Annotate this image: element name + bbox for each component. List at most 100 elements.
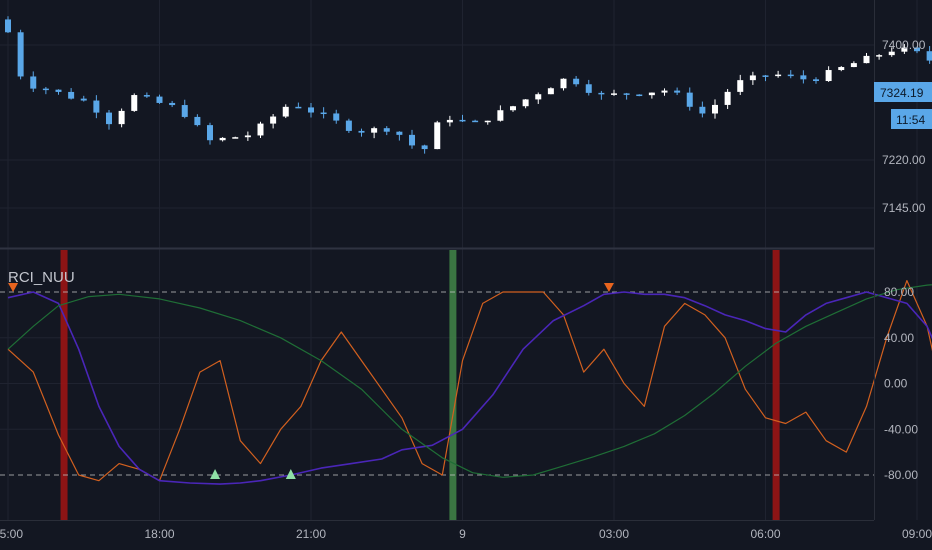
candle-body — [270, 116, 277, 124]
candle — [611, 89, 617, 96]
candle — [724, 89, 731, 109]
candle-body — [636, 94, 643, 97]
candle — [459, 114, 466, 123]
indicator-tick-label: 40.00 — [884, 331, 914, 345]
candle — [472, 119, 479, 123]
sell-signal-bar — [772, 250, 780, 520]
candle — [156, 94, 163, 104]
candle — [320, 107, 327, 119]
candle — [345, 118, 352, 133]
price-tick-label: 7220.00 — [882, 153, 926, 167]
candle — [93, 95, 100, 119]
candle — [737, 74, 744, 96]
candle-body — [850, 63, 857, 68]
time-tick-label: 03:00 — [599, 527, 629, 541]
candle — [30, 71, 37, 92]
candle — [232, 136, 239, 139]
indicator-title[interactable]: RCI_NUU — [8, 269, 75, 286]
candle — [207, 122, 213, 145]
candle-body — [295, 106, 302, 109]
candle-body — [358, 130, 365, 133]
candle — [636, 94, 643, 97]
candle — [661, 88, 668, 96]
candle-body — [484, 120, 491, 123]
candle-body — [825, 70, 832, 82]
candle-body — [674, 90, 681, 93]
candle — [598, 90, 605, 100]
indicator-axis[interactable]: 80.00 40.00 0.00 -40.00 -80.00 — [884, 285, 918, 482]
candle — [762, 74, 769, 82]
candle — [446, 115, 453, 127]
candle — [535, 92, 542, 104]
candle — [522, 99, 529, 109]
candle-body — [598, 92, 605, 95]
candle — [775, 70, 782, 78]
candle-body — [143, 95, 150, 97]
candle-body — [333, 113, 340, 121]
indicator-tick-label: -80.00 — [884, 468, 918, 482]
candle-body — [535, 94, 542, 100]
candle — [850, 61, 857, 68]
candle — [308, 102, 314, 118]
candle-body — [459, 119, 466, 122]
price-tick-label: 7145.00 — [882, 201, 926, 215]
candle-body — [421, 145, 428, 150]
candle-body — [813, 79, 819, 82]
candle-body — [914, 47, 920, 52]
candle-body — [68, 91, 75, 99]
candle — [648, 92, 655, 99]
candle — [926, 46, 932, 64]
candle-body — [762, 75, 769, 77]
candle-body — [800, 75, 807, 80]
price-axis[interactable]: 7400.00 7220.00 7145.00 — [882, 38, 926, 215]
candle-body — [244, 135, 251, 138]
countdown-text: 11:54 — [896, 113, 925, 127]
time-axis[interactable]: 15:0018:0021:00903:0006:0009:0012:0015:0… — [0, 527, 932, 541]
candle — [434, 120, 441, 150]
sell-marker-icon — [8, 283, 19, 292]
candle — [674, 87, 681, 96]
price-pane[interactable] — [5, 16, 932, 240]
sell-marker-icon — [603, 283, 614, 292]
time-tick-label: 09:00 — [902, 527, 932, 541]
candle — [573, 75, 580, 87]
candle-body — [156, 96, 163, 103]
indicator-pane[interactable] — [0, 250, 932, 520]
candle-body — [724, 91, 731, 105]
candle — [169, 100, 176, 108]
indicator-tick-label: -40.00 — [884, 422, 918, 436]
candle — [813, 77, 819, 84]
candle — [17, 29, 24, 80]
candle-body — [17, 32, 24, 77]
candle — [333, 109, 340, 124]
grid — [0, 0, 918, 520]
rci-line-mid — [7, 291, 932, 485]
price-tick-label: 7400.00 — [882, 38, 926, 52]
candle-body — [396, 131, 403, 135]
candle-body — [497, 110, 504, 121]
candle-body — [547, 88, 554, 95]
candle-body — [207, 125, 213, 141]
candle — [497, 105, 504, 122]
candle-body — [371, 128, 378, 133]
candle-body — [749, 75, 756, 81]
candle — [68, 88, 75, 100]
candle-body — [446, 119, 453, 123]
candle-body — [838, 67, 845, 71]
candle-body — [118, 110, 125, 125]
candle-body — [42, 88, 49, 91]
candle — [560, 78, 567, 91]
candle-body — [472, 120, 479, 123]
candle-body — [257, 123, 264, 136]
time-tick-label: 15:00 — [0, 527, 23, 541]
rci-line-fast — [7, 280, 932, 482]
buy-marker-icon — [285, 469, 296, 479]
candle — [181, 99, 188, 119]
candle-body — [712, 104, 718, 114]
candle — [194, 114, 201, 127]
candle — [257, 121, 264, 138]
candle — [42, 86, 49, 95]
time-tick-label: 06:00 — [750, 527, 780, 541]
